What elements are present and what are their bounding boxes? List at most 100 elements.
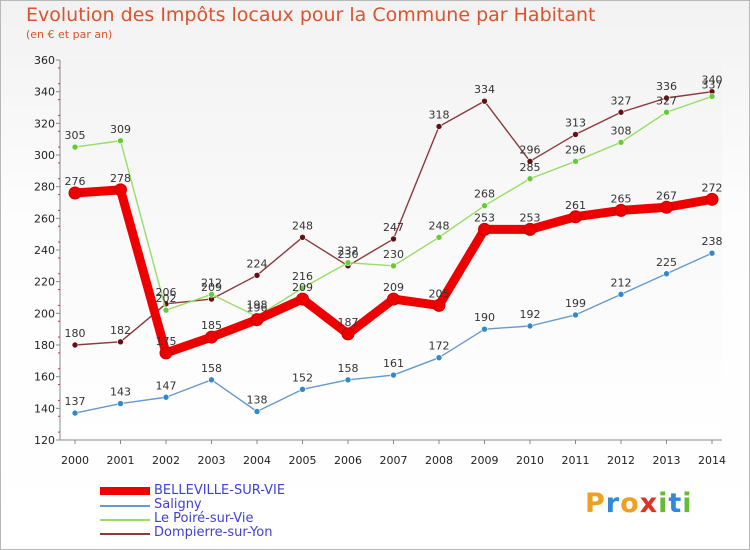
data-label: 276 [65, 175, 86, 188]
data-label: 198 [247, 299, 268, 312]
data-point [162, 393, 170, 401]
logo-letter: t [668, 488, 683, 519]
x-tick-label: 2006 [334, 454, 362, 467]
y-tick-label: 320 [34, 117, 55, 130]
y-tick-label: 200 [34, 307, 55, 320]
y-tick-label: 120 [34, 434, 55, 447]
data-label: 209 [383, 281, 404, 294]
data-point [117, 338, 124, 346]
data-label: 137 [65, 395, 86, 408]
x-tick-label: 2013 [653, 454, 681, 467]
data-label: 327 [611, 94, 632, 107]
data-point [663, 94, 670, 102]
data-point [114, 183, 127, 197]
logo-letter: r [605, 488, 621, 519]
data-label: 192 [520, 308, 541, 321]
logo-letter: i [658, 488, 669, 519]
data-label: 199 [565, 297, 586, 310]
legend-label: Dompierre-sur-Yon [154, 525, 273, 540]
x-tick-label: 2014 [698, 454, 726, 467]
data-label: 224 [247, 257, 268, 270]
data-label: 216 [292, 270, 313, 283]
data-label: 147 [156, 379, 177, 392]
data-label: 309 [110, 123, 131, 136]
data-point [617, 291, 625, 298]
data-label: 212 [201, 276, 222, 289]
x-tick-label: 2007 [380, 454, 408, 467]
legend-swatch [100, 519, 150, 521]
data-label: 253 [474, 211, 495, 224]
data-point [617, 108, 625, 116]
data-label: 225 [656, 256, 677, 269]
legend-swatch [100, 505, 150, 507]
data-point [572, 311, 579, 319]
chart-title: Evolution des Impôts locaux pour la Comm… [26, 4, 596, 26]
data-label: 238 [702, 235, 723, 248]
data-label: 209 [292, 281, 313, 294]
y-tick-label: 280 [34, 181, 55, 194]
data-point [708, 249, 716, 257]
data-label: 209 [201, 281, 222, 294]
data-label: 318 [429, 109, 450, 122]
data-point [344, 376, 352, 384]
data-point [390, 371, 397, 379]
data-point [390, 235, 397, 243]
y-tick-label: 360 [34, 54, 55, 67]
y-tick-label: 160 [34, 371, 55, 384]
data-point [481, 325, 488, 333]
data-label: 278 [110, 172, 131, 185]
chart-subtitle: (en € et par an) [26, 28, 113, 41]
data-label: 327 [656, 94, 677, 107]
data-point [526, 158, 534, 165]
y-tick-label: 260 [34, 212, 55, 225]
data-label: 308 [611, 124, 632, 137]
data-label: 143 [110, 386, 131, 399]
data-label: 296 [565, 143, 586, 156]
data-point [526, 322, 534, 330]
data-label: 267 [656, 189, 677, 202]
y-tick-label: 300 [34, 149, 55, 162]
x-tick-label: 2010 [516, 454, 544, 467]
data-point [205, 330, 218, 344]
data-label: 248 [292, 219, 313, 232]
data-label: 202 [156, 292, 177, 305]
data-point [663, 108, 670, 116]
data-point [614, 203, 628, 217]
data-label: 190 [474, 311, 495, 324]
data-point [435, 234, 443, 241]
data-point [162, 306, 170, 314]
data-point [208, 291, 215, 298]
data-label: 185 [201, 319, 222, 332]
y-tick-label: 140 [34, 402, 55, 415]
data-label: 206 [156, 286, 177, 299]
data-label: 187 [338, 316, 359, 329]
legend-swatch [100, 533, 150, 535]
x-tick-label: 2009 [471, 454, 499, 467]
x-tick-label: 2012 [607, 454, 635, 467]
data-point [660, 200, 673, 214]
data-point [250, 313, 264, 327]
data-label: 230 [383, 248, 404, 261]
data-label: 285 [520, 161, 541, 174]
data-point [299, 234, 306, 241]
logo-letter: x [639, 488, 659, 519]
logo-letter: i [682, 488, 693, 519]
data-label: 248 [429, 219, 450, 232]
data-point [663, 270, 670, 278]
data-label: 180 [65, 327, 86, 340]
data-point [299, 386, 306, 393]
data-point [253, 272, 261, 279]
data-point [572, 131, 579, 138]
data-label: 158 [201, 362, 222, 375]
y-tick-label: 220 [34, 276, 55, 289]
data-point [435, 354, 443, 361]
x-tick-label: 2011 [562, 454, 590, 467]
data-label: 232 [338, 245, 359, 258]
data-point [341, 327, 355, 341]
data-label: 268 [474, 188, 495, 201]
data-label: 340 [702, 74, 723, 87]
x-tick-label: 2000 [61, 454, 89, 467]
x-tick-label: 2001 [107, 454, 135, 467]
x-tick-label: 2005 [289, 454, 317, 467]
data-label: 205 [429, 287, 450, 300]
